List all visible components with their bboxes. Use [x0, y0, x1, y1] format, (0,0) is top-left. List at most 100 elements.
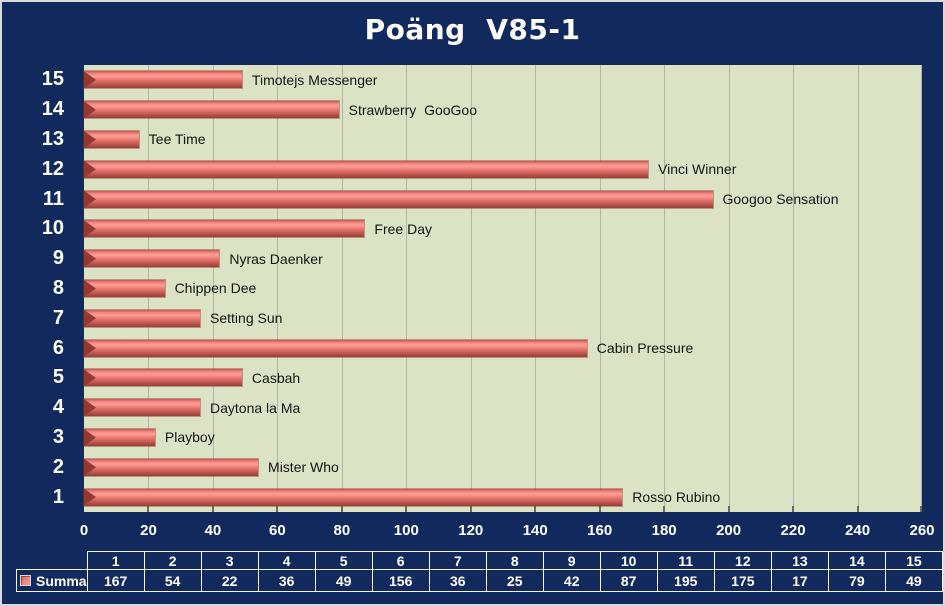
bar-cap-icon [84, 309, 96, 327]
table-header-cell-12: 12 [713, 551, 772, 570]
bar-cap-icon [84, 339, 96, 357]
table-header-cell-2: 2 [143, 551, 202, 570]
bar-12 [84, 160, 649, 178]
x-axis-label-0: 0 [79, 522, 89, 539]
bar-5 [84, 369, 242, 387]
bar-row-12: Vinci Winner [84, 154, 922, 184]
table-header-cell-13: 13 [770, 551, 829, 570]
y-axis-label-12: 12 [41, 157, 64, 180]
bar-3 [84, 428, 155, 446]
bar-11 [84, 190, 713, 208]
x-axis-label-160: 160 [587, 522, 613, 539]
table-value-cell-8: 25 [485, 569, 544, 592]
bar-row-10: Free Day [84, 214, 922, 244]
table-header-cell-10: 10 [599, 551, 658, 570]
gridline-x-80 [341, 65, 343, 512]
table-header-cell-3: 3 [200, 551, 259, 570]
bar-2 [84, 458, 259, 476]
bar-cap-icon [84, 250, 96, 268]
gridline-x-160 [599, 65, 601, 512]
y-axis-label-15: 15 [41, 68, 64, 91]
axis-tick-60 [276, 506, 279, 512]
y-axis-label-2: 2 [52, 455, 64, 478]
y-axis-label-11: 11 [42, 187, 64, 210]
table-value-cell-6: 156 [371, 569, 430, 592]
table-value-cell-12: 175 [713, 569, 772, 592]
table-value-cell-5: 49 [314, 569, 373, 592]
bar-cap-icon [84, 369, 96, 387]
gridline-x-260 [921, 65, 922, 512]
axis-tick-240 [856, 506, 859, 512]
gridline-x-200 [728, 65, 730, 512]
table-header-cell-9: 9 [542, 551, 601, 570]
y-axis-label-1: 1 [52, 485, 64, 508]
y-axis-label-14: 14 [41, 98, 64, 121]
bar-row-15: Timotejs Messenger [84, 65, 922, 95]
y-axis-label-4: 4 [52, 396, 64, 419]
gridline-x-60 [277, 65, 279, 512]
x-axis-label-200: 200 [716, 522, 742, 539]
bar-rows-layer: Timotejs Messenger Strawberry GooGoo Tee T… [84, 65, 922, 512]
axis-tick-100 [405, 506, 408, 512]
table-header-cell-4: 4 [257, 551, 316, 570]
table-value-cell-11: 195 [656, 569, 715, 592]
x-axis-label-240: 240 [845, 522, 871, 539]
bar-cap-icon [84, 279, 96, 297]
bar-row-6: Cabin Pressure [84, 333, 922, 363]
table-header-cell-14: 14 [827, 551, 886, 570]
y-axis: 15 14 13 12 11 10 9 8 7 6 5 4 3 2 1 [2, 65, 64, 512]
bar-row-7: Setting Sun [84, 303, 922, 333]
bar-label-12: Vinci Winner [658, 161, 737, 178]
axis-tick-40 [211, 506, 214, 512]
bar-row-2: Mister Who [84, 452, 922, 482]
bar-10 [84, 220, 365, 238]
y-axis-label-3: 3 [52, 425, 64, 448]
gridline-x-220 [793, 65, 795, 512]
table-header-row: 1 2 3 4 5 6 7 8 9 10 11 12 13 14 15 [17, 551, 943, 570]
table-value-cell-7: 36 [428, 569, 487, 592]
bar-label-10: Free Day [374, 220, 432, 237]
x-axis-label-80: 80 [333, 522, 351, 539]
bar-label-6: Cabin Pressure [596, 340, 694, 357]
bar-label-8: Chippen Dee [174, 280, 257, 297]
bar-cap-icon [84, 101, 96, 119]
gridline-x-100 [406, 65, 408, 512]
bar-label-1: Rosso Rubino [632, 489, 721, 506]
bar-row-14: Strawberry GooGoo [84, 95, 922, 125]
y-axis-label-10: 10 [41, 217, 64, 240]
y-axis-label-8: 8 [52, 276, 64, 299]
bar-label-11: Googoo Sensation [722, 191, 839, 208]
gridline-x-140 [535, 65, 537, 512]
x-axis-label-20: 20 [140, 522, 157, 539]
bar-8 [84, 279, 165, 297]
y-axis-label-7: 7 [52, 306, 64, 329]
axis-tick-260 [920, 506, 922, 512]
bar-cap-icon [84, 488, 96, 506]
x-axis-label-60: 60 [269, 522, 286, 539]
bar-cap-icon [84, 130, 96, 148]
table-corner-cell [17, 552, 88, 570]
gridline-x-180 [664, 65, 666, 512]
x-axis: 0 20 40 60 80 100 120 140 160 180 200 220 240 260 [2, 522, 943, 544]
bar-label-2: Mister Who [268, 459, 339, 476]
x-axis-label-120: 120 [458, 522, 484, 539]
legend-label: Summa [36, 572, 87, 589]
table-value-cell-14: 79 [827, 569, 886, 592]
bar-cap-icon [84, 458, 96, 476]
table-value-cell-1: 167 [86, 569, 145, 592]
x-axis-label-260: 260 [909, 522, 935, 539]
axis-tick-80 [340, 506, 343, 512]
bar-label-9: Nyras Daenker [229, 250, 323, 267]
axis-tick-120 [469, 506, 472, 512]
bar-9 [84, 250, 220, 268]
bar-label-14: Strawberry GooGoo [348, 101, 477, 118]
y-axis-label-6: 6 [52, 336, 64, 359]
x-axis-label-180: 180 [651, 522, 677, 539]
axis-tick-200 [727, 506, 730, 512]
table-value-cell-10: 87 [599, 569, 658, 592]
bar-1 [84, 488, 623, 506]
summa-table: 1 2 3 4 5 6 7 8 9 10 11 12 13 14 15 Summa 167 54 22 36 49 1… [16, 551, 943, 592]
bar-cap-icon [84, 220, 96, 238]
bar-cap-icon [84, 428, 96, 446]
